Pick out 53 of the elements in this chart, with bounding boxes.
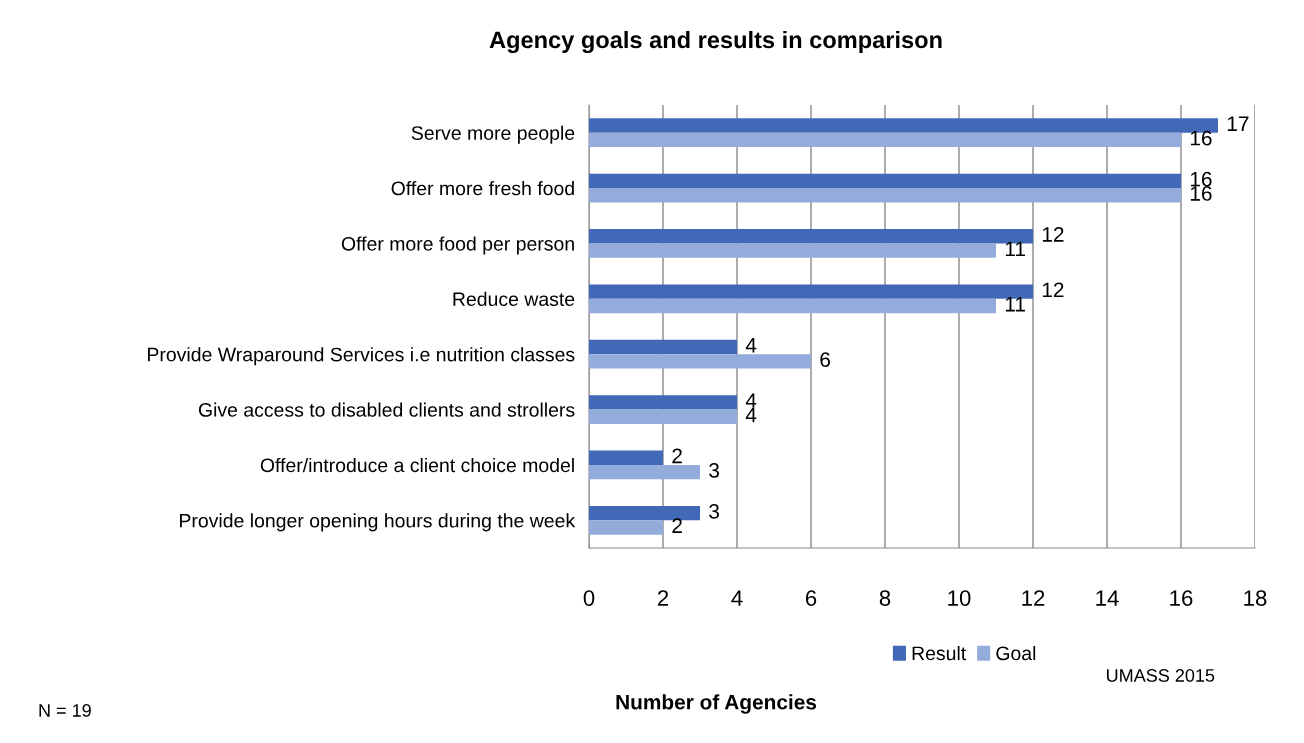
data-label: 3 (709, 503, 719, 519)
x-tick-label: 16 (1170, 590, 1193, 606)
y-tick-label: Serve more people (411, 125, 575, 144)
bar (589, 520, 663, 535)
data-label: 2 (672, 448, 682, 464)
y-tick-label: Provide longer opening hours during the week (180, 513, 576, 532)
legend-label: Goal (996, 645, 1036, 661)
data-label: 4 (745, 407, 757, 423)
text: UMASS 2015 (1107, 669, 1215, 682)
y-tick-label: Offer more fresh food (391, 181, 574, 196)
bar (589, 450, 663, 465)
text: N = 19 (39, 704, 91, 717)
x-tick-label: 4 (731, 590, 743, 606)
bar (589, 173, 1181, 189)
data-label: 3 (709, 462, 719, 478)
data-label: 11 (1005, 241, 1025, 257)
data-label: 4 (745, 393, 757, 408)
legend-label: Result (912, 645, 967, 661)
data-label: 12 (1042, 227, 1064, 242)
x-axis-title: Number of Agencies (616, 694, 817, 714)
data-label: 12 (1042, 282, 1064, 297)
data-label: 4 (745, 338, 757, 353)
bar (589, 132, 1181, 148)
data-label: 11 (1005, 297, 1025, 312)
y-tick-label: Offer more food per person (341, 236, 574, 255)
data-label: 16 (1190, 130, 1212, 146)
data-label: 6 (820, 352, 830, 367)
x-tick-label: 18 (1244, 590, 1267, 606)
x-tick-label: 14 (1096, 590, 1119, 606)
data-label: 16 (1190, 171, 1212, 187)
bar (589, 354, 811, 369)
x-tick-label: 12 (1022, 590, 1045, 606)
x-tick-label: 10 (948, 590, 971, 606)
bar (589, 464, 700, 480)
bar (589, 339, 737, 355)
y-tick-label: Give access to disabled clients and strollers (198, 402, 575, 417)
x-tick-label: 2 (657, 590, 669, 606)
bar (589, 298, 996, 314)
bar (589, 409, 737, 424)
data-label: 2 (672, 518, 682, 533)
y-tick-label: Reduce waste (453, 291, 575, 307)
bar (589, 284, 1033, 299)
bar (589, 188, 1181, 203)
bar (589, 395, 737, 410)
x-tick-label: 6 (805, 590, 817, 606)
data-label: 16 (1190, 186, 1212, 201)
x-tick-label: 8 (879, 590, 891, 606)
y-tick-label: Provide Wraparound Services i.e nutrition classes (148, 347, 575, 366)
data-label: 17 (1227, 116, 1249, 131)
chart-title: Agency goals and results in comparison (489, 30, 942, 54)
bar (589, 243, 996, 258)
x-tick-label: 0 (583, 590, 595, 606)
y-tick-label: Offer/introduce a client choice model (260, 457, 574, 473)
